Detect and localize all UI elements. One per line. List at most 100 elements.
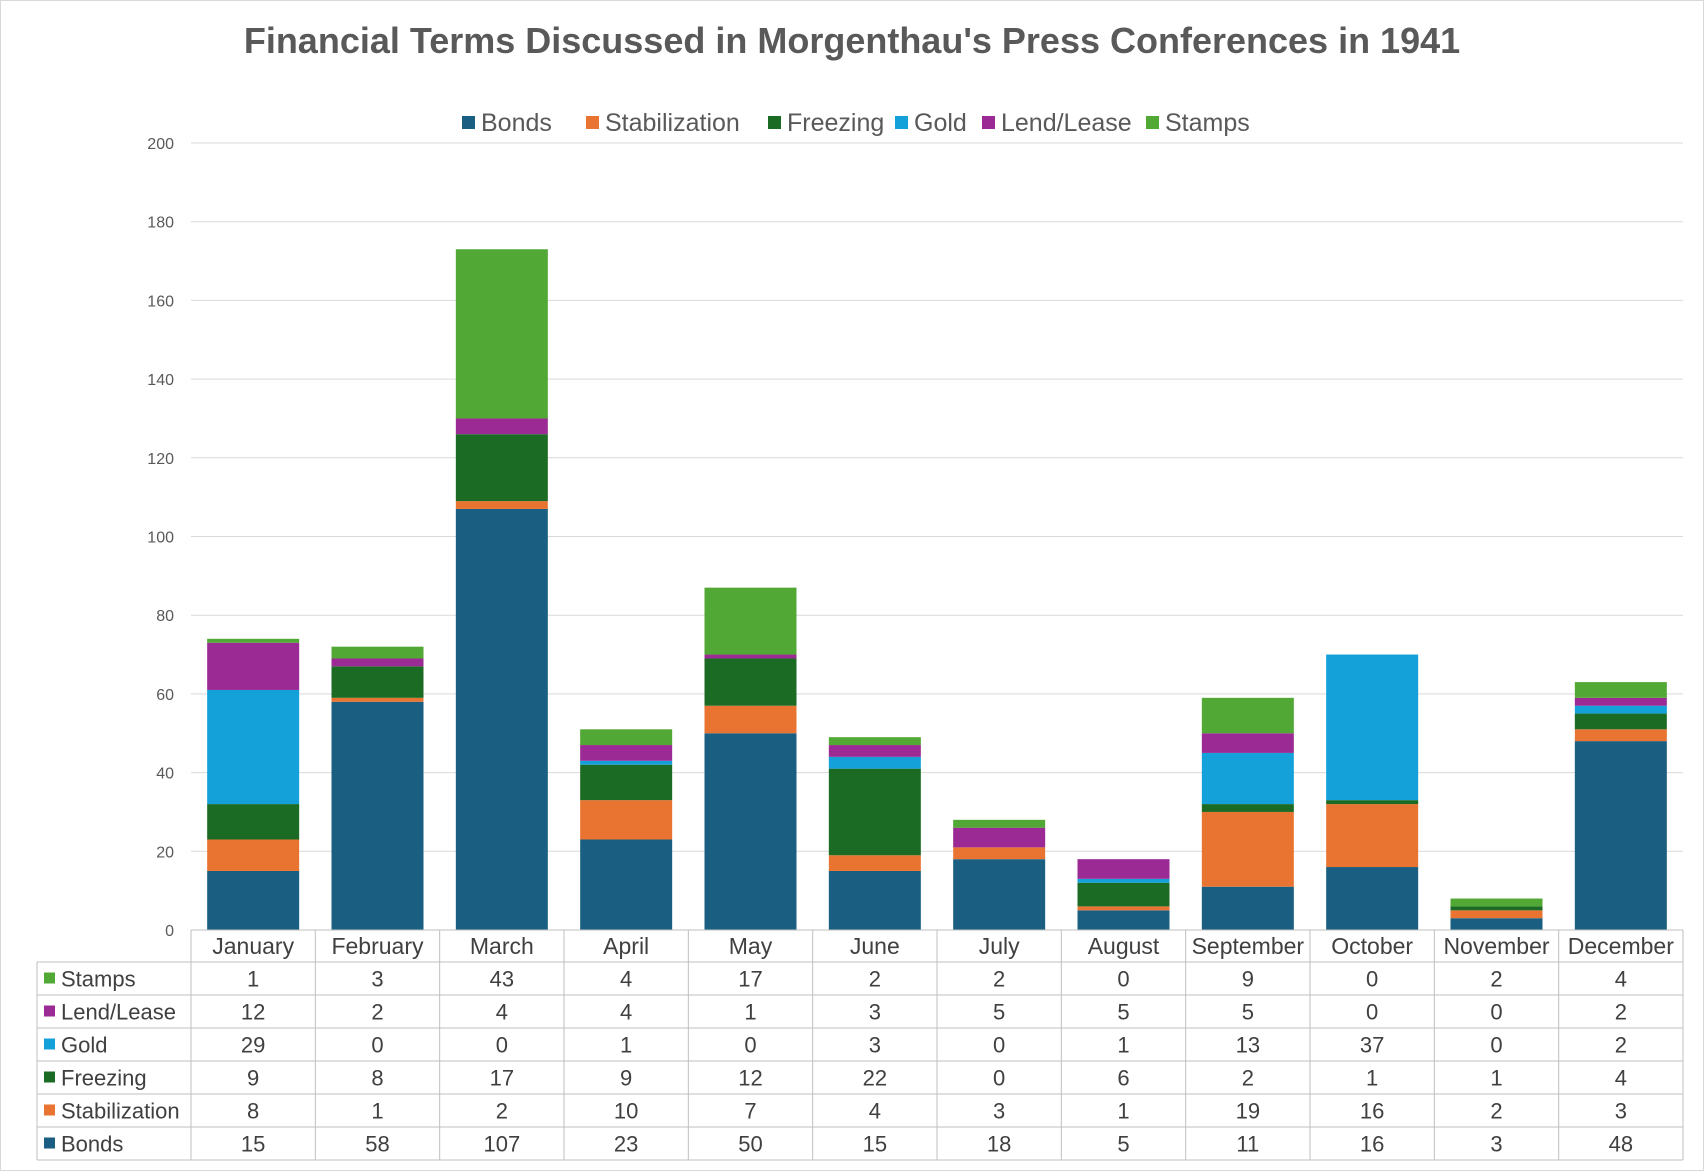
bar-lend-lease-april	[580, 745, 673, 761]
table-cell-value: 0	[1117, 967, 1129, 992]
table-cell-value: 5	[1117, 1000, 1129, 1025]
table-cell-value: 13	[1236, 1033, 1260, 1058]
table-cell-value: 15	[863, 1132, 887, 1157]
bar-gold-december	[1574, 705, 1667, 714]
table-cell-value: 2	[1615, 1000, 1627, 1025]
table-cell-value: 4	[1615, 967, 1627, 992]
table-cell-value: 4	[620, 967, 632, 992]
table-cell-value: 1	[620, 1033, 632, 1058]
table-cell-value: 29	[241, 1033, 265, 1058]
bar-stabilization-march	[455, 501, 548, 509]
bar-stabilization-may	[704, 705, 797, 734]
legend-label-lend-lease: Lend/Lease	[1001, 109, 1132, 137]
table-cell-value: 0	[1366, 967, 1378, 992]
legend-label-stamps: Stamps	[1165, 109, 1250, 137]
table-row-label: Bonds	[61, 1132, 123, 1157]
bar-lend-lease-february	[331, 658, 424, 667]
bar-stamps-july	[953, 819, 1046, 828]
table-cell-value: 58	[365, 1132, 389, 1157]
table-cell-value: 17	[738, 967, 762, 992]
bar-bonds-january	[207, 870, 300, 930]
table-cell-value: 1	[1366, 1066, 1378, 1091]
y-tick-label: 40	[156, 766, 174, 783]
table-cell-value: 9	[1242, 967, 1254, 992]
bar-gold-january	[207, 689, 300, 805]
bar-gold-august	[1077, 878, 1170, 883]
table-cell-value: 4	[869, 1099, 881, 1124]
table-cell-value: 1	[1117, 1099, 1129, 1124]
x-tick-label: November	[1443, 933, 1549, 959]
x-tick-label: September	[1192, 933, 1305, 959]
bar-freezing-november	[1450, 906, 1543, 911]
table-cell-value: 0	[744, 1033, 756, 1058]
legend-swatch-gold	[895, 116, 908, 129]
bar-bonds-october	[1326, 867, 1419, 930]
table-cell-value: 48	[1609, 1132, 1633, 1157]
table-cell-value: 0	[1366, 1000, 1378, 1025]
x-tick-label: April	[603, 933, 649, 959]
y-tick-label: 160	[147, 293, 174, 310]
bar-lend-lease-june	[828, 745, 921, 757]
x-tick-label: May	[729, 933, 773, 959]
bar-stabilization-october	[1326, 804, 1419, 868]
bar-freezing-may	[704, 658, 797, 706]
table-cell-value: 43	[490, 967, 514, 992]
table-cell-value: 15	[241, 1132, 265, 1157]
bar-stamps-january	[207, 638, 300, 643]
table-cell-value: 18	[987, 1132, 1011, 1157]
bar-bonds-november	[1450, 918, 1543, 930]
x-tick-label: February	[331, 933, 424, 959]
bar-gold-june	[828, 756, 921, 769]
bar-stamps-february	[331, 646, 424, 659]
legend-label-freezing: Freezing	[787, 109, 884, 137]
table-cell-value: 19	[1236, 1099, 1260, 1124]
y-tick-label: 140	[147, 372, 174, 389]
y-axis: 0 20 40 60 80 100 120 140 160 180 200	[147, 136, 174, 940]
table-cell-value: 3	[1615, 1099, 1627, 1124]
table-cell-value: 12	[241, 1000, 265, 1025]
table-row-label: Lend/Lease	[61, 1000, 176, 1025]
bar-stamps-may	[704, 587, 797, 655]
table-cell-value: 16	[1360, 1099, 1384, 1124]
table-cell-value: 9	[620, 1066, 632, 1091]
x-tick-label: July	[979, 933, 1020, 959]
table-cell-value: 0	[993, 1033, 1005, 1058]
x-tick-label: June	[850, 933, 900, 959]
table-cell-value: 17	[490, 1066, 514, 1091]
legend: Bonds Stabilization Freezing Gold Lend/Lease…	[462, 109, 1250, 137]
bar-bonds-august	[1077, 910, 1170, 930]
table-cell-value: 3	[1490, 1132, 1502, 1157]
table-cell-value: 2	[1242, 1066, 1254, 1091]
legend-swatch-freezing	[768, 116, 781, 129]
bar-stamps-december	[1574, 682, 1667, 698]
bars	[207, 249, 1667, 930]
table-cell-value: 2	[1615, 1033, 1627, 1058]
table-cell-value: 10	[614, 1099, 638, 1124]
table-cell-value: 1	[247, 967, 259, 992]
bar-lend-lease-january	[207, 642, 300, 690]
table-cell-value: 5	[993, 1000, 1005, 1025]
bar-bonds-may	[704, 733, 797, 930]
legend-swatch-stamps	[1146, 116, 1159, 129]
bar-freezing-september	[1201, 804, 1294, 812]
bar-stamps-september	[1201, 697, 1294, 734]
bar-stabilization-july	[953, 847, 1046, 860]
bar-gold-april	[580, 760, 673, 765]
table-cell-value: 16	[1360, 1132, 1384, 1157]
table-key-gold	[44, 1038, 55, 1050]
table-cell-value: 7	[744, 1099, 756, 1124]
bar-stamps-november	[1450, 898, 1543, 907]
bar-freezing-august	[1077, 882, 1170, 907]
table-cell-value: 1	[1117, 1033, 1129, 1058]
table-cell-value: 107	[483, 1132, 520, 1157]
y-tick-label: 0	[165, 923, 174, 940]
table-cell-value: 0	[496, 1033, 508, 1058]
y-tick-label: 20	[156, 844, 174, 861]
table-cell-value: 8	[371, 1066, 383, 1091]
x-tick-label: December	[1568, 933, 1674, 959]
bar-freezing-february	[331, 666, 424, 698]
bar-freezing-october	[1326, 800, 1419, 805]
table-key-bonds	[44, 1137, 55, 1149]
